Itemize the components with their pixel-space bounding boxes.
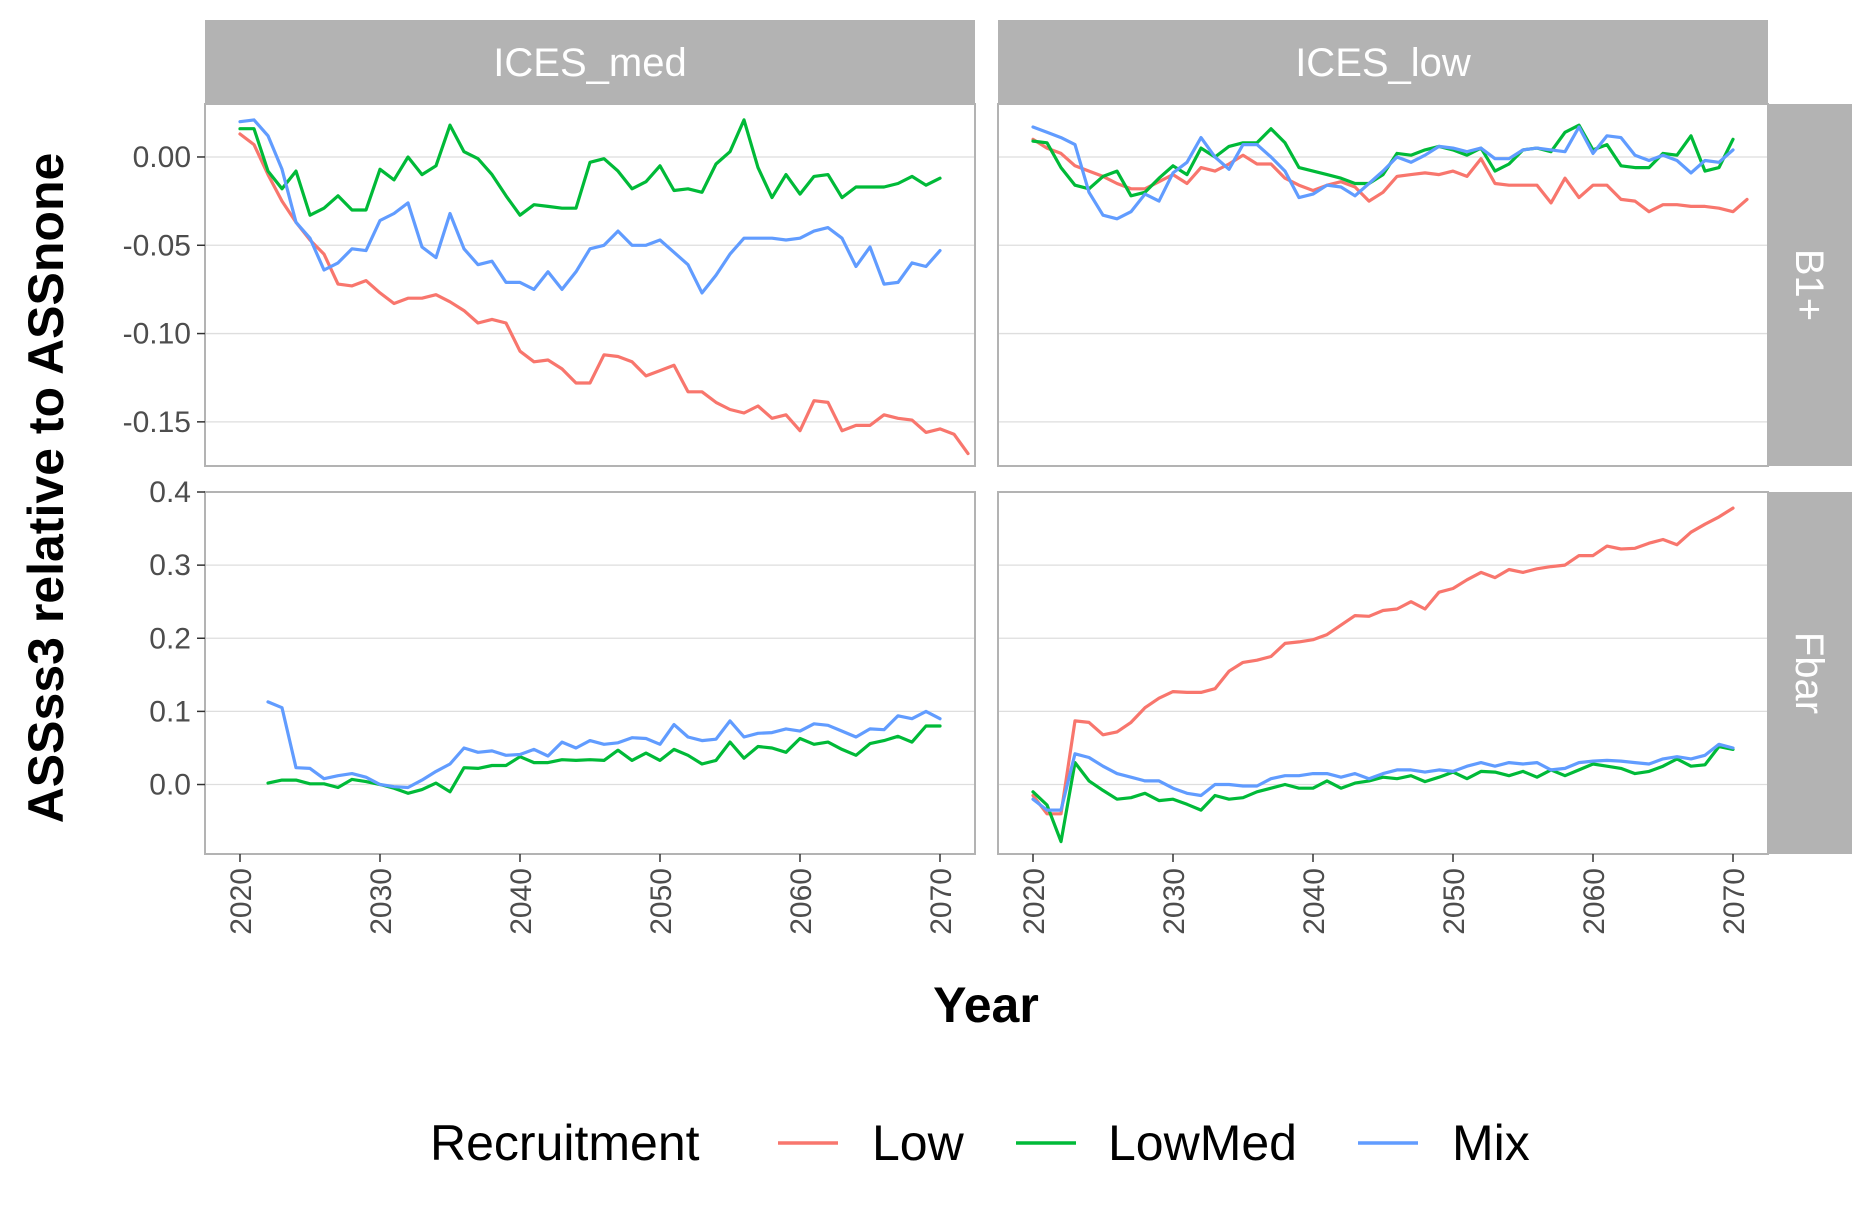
- axes-layer: 0.00 -0.05 -0.10 -0.15 0.0 0.1 0.2 0.3 0.4 2020 20…: [123, 141, 1751, 935]
- series-line-mix: [238, 118, 942, 295]
- strip-label: ICES_low: [1295, 41, 1471, 85]
- series-line-mix: [1031, 742, 1735, 812]
- legend: Recruitment Low LowMed Mix: [430, 1115, 1530, 1171]
- panel-background: [205, 104, 975, 466]
- panel-background: [205, 492, 975, 854]
- legend-label-mix: Mix: [1452, 1115, 1530, 1171]
- x-tick-label: 2040: [1298, 868, 1331, 935]
- series-line-mix: [266, 700, 942, 790]
- series-line-lowmed: [1031, 123, 1735, 198]
- series-line-lowmed: [238, 118, 942, 217]
- x-tick-label: 2040: [505, 868, 538, 935]
- x-tick-label: 2070: [1718, 868, 1751, 935]
- series-line-lowmed: [1031, 744, 1735, 844]
- x-tick-label: 2060: [1578, 868, 1611, 935]
- series-line-mix: [1031, 125, 1735, 221]
- strips-layer: ICES_med ICES_low B1+ Fbar: [205, 20, 1852, 854]
- series-line-low: [1031, 506, 1735, 816]
- y-tick-label: -0.15: [123, 406, 191, 439]
- x-tick-label: 2060: [785, 868, 818, 935]
- y-tick-label: 0.4: [149, 476, 191, 509]
- strip-ices-low: [998, 20, 1768, 104]
- strip-label: B1+: [1787, 249, 1831, 321]
- legend-label-low: Low: [872, 1115, 965, 1171]
- y-axis-title: ASSss3 relative to ASSnone: [18, 153, 74, 824]
- x-tick-label: 2030: [365, 868, 398, 935]
- strip-label: Fbar: [1787, 632, 1831, 714]
- x-tick-label: 2020: [1018, 868, 1051, 935]
- legend-label-lowmed: LowMed: [1108, 1115, 1297, 1171]
- x-tick-label: 2020: [225, 868, 258, 935]
- strip-label: ICES_med: [493, 41, 686, 85]
- strip-ices-med: [205, 20, 975, 104]
- y-tick-label: 0.1: [149, 695, 191, 728]
- series-line-low: [238, 132, 970, 456]
- y-tick-label: -0.10: [123, 318, 191, 351]
- panel-ices-low-fbar: [997, 491, 1769, 855]
- y-tick-label: -0.05: [123, 229, 191, 262]
- panel-ices-low-b1plus: [997, 103, 1769, 467]
- y-tick-label: 0.0: [149, 769, 191, 802]
- panel-background: [998, 492, 1768, 854]
- panel-ices-med-fbar: [204, 491, 976, 855]
- x-tick-label: 2050: [1438, 868, 1471, 935]
- legend-title: Recruitment: [430, 1115, 700, 1171]
- x-axis-title: Year: [933, 977, 1039, 1033]
- strip-fbar: [1768, 492, 1852, 854]
- y-tick-label: 0.00: [133, 141, 191, 174]
- x-tick-label: 2050: [645, 868, 678, 935]
- y-tick-label: 0.2: [149, 622, 191, 655]
- panel-background: [998, 104, 1768, 466]
- strip-b1plus: [1768, 104, 1852, 466]
- panel-border: [204, 491, 976, 855]
- y-tick-label: 0.3: [149, 549, 191, 582]
- panels-layer: [204, 103, 1769, 855]
- x-tick-label: 2070: [925, 868, 958, 935]
- panel-ices-med-b1plus: [204, 103, 976, 467]
- x-tick-label: 2030: [1158, 868, 1191, 935]
- legend-items: Low LowMed Mix: [778, 1115, 1530, 1171]
